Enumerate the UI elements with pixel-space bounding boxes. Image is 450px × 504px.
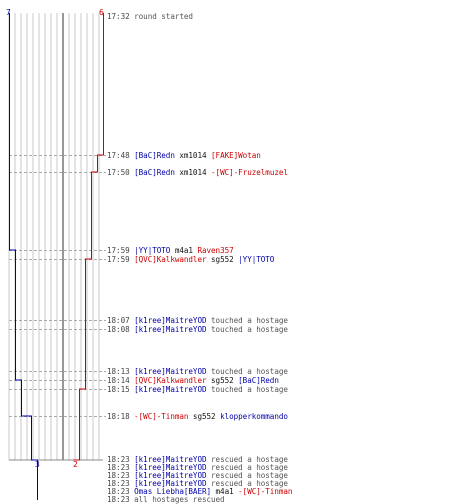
log-player: klopperkommando xyxy=(220,412,288,421)
log-time: 17:50 xyxy=(107,168,135,177)
log-time: 17:48 xyxy=(107,151,135,160)
log-action: rescued a hostage xyxy=(206,455,288,464)
log-player: |YY|TOTO xyxy=(238,255,275,264)
log-time: 18:13 xyxy=(107,367,135,376)
log-weapon: m4a1 xyxy=(170,246,198,255)
log-player: [BaC]Redn xyxy=(134,151,175,160)
log-entry: 18:23 [k1ree]MaitreYOD rescued a hostage xyxy=(107,463,288,472)
log-entry: 17:50 [BaC]Redn xm1014 -[WC]-Fruzelmuzel xyxy=(107,168,288,177)
log-entry: 18:18 -[WC]-Tinman sg552 klopperkommando xyxy=(107,412,288,421)
log-player: [k1ree]MaitreYOD xyxy=(134,385,207,394)
log-time: 18:15 xyxy=(107,385,135,394)
red-team-alive-line xyxy=(73,13,104,461)
blue-end-count: 3 xyxy=(35,460,40,469)
log-time: 18:23 xyxy=(107,455,135,464)
log-player: [k1ree]MaitreYOD xyxy=(134,471,207,480)
red-end-count: 2 xyxy=(73,460,78,469)
log-weapon: xm1014 xyxy=(174,151,212,160)
log-player: [k1ree]MaitreYOD xyxy=(134,463,207,472)
log-weapon: sg552 xyxy=(188,412,221,421)
log-player: [QVC]Kalkwandler xyxy=(134,255,207,264)
log-player: -[WC]-Fruzelmuzel xyxy=(211,168,288,177)
log-time: 18:23 xyxy=(107,471,135,480)
player-grid-lines xyxy=(8,13,103,461)
log-action: touched a hostage xyxy=(206,325,288,334)
red-start-count: 6 xyxy=(99,8,104,17)
blue-start-count: 7 xyxy=(6,8,11,17)
log-time: 18:07 xyxy=(107,316,135,325)
log-entry: 18:13 [k1ree]MaitreYOD touched a hostage xyxy=(107,367,288,376)
log-time: 18:08 xyxy=(107,325,135,334)
log-player: [k1ree]MaitreYOD xyxy=(134,367,207,376)
log-time: 18:23 xyxy=(107,479,135,488)
log-entry: 17:32 round started xyxy=(107,12,193,21)
log-player: -[WC]-Tinman xyxy=(238,487,293,496)
log-time: 18:18 xyxy=(107,412,135,421)
log-player: [QVC]Kalkwandler xyxy=(134,376,207,385)
log-time: 18:23 xyxy=(107,487,135,496)
log-player: [FAKE]Wotan xyxy=(211,151,261,160)
log-action: rescued a hostage xyxy=(206,471,288,480)
log-player: [k1ree]MaitreYOD xyxy=(134,325,207,334)
log-time: 18:23 xyxy=(107,463,135,472)
log-time: 17:59 xyxy=(107,246,135,255)
log-entry: 18:23 [k1ree]MaitreYOD rescued a hostage xyxy=(107,471,288,480)
log-action: rescued a hostage xyxy=(206,463,288,472)
log-action: rescued a hostage xyxy=(206,479,288,488)
log-weapon: xm1014 xyxy=(174,168,212,177)
log-entry: 18:14 [QVC]Kalkwandler sg552 [BaC]Redn xyxy=(107,376,279,385)
log-entry: 18:23 [k1ree]MaitreYOD rescued a hostage xyxy=(107,479,288,488)
log-player: Raven357 xyxy=(197,246,234,255)
log-weapon: m4a1 xyxy=(211,487,239,496)
log-entry: 18:08 [k1ree]MaitreYOD touched a hostage xyxy=(107,325,288,334)
log-action: touched a hostage xyxy=(206,385,288,394)
log-entry: 18:23 Omas Liebha[BAER] m4a1 -[WC]-Tinma… xyxy=(107,487,292,496)
log-player: [k1ree]MaitreYOD xyxy=(134,455,207,464)
log-player: [k1ree]MaitreYOD xyxy=(134,316,207,325)
log-entry: 17:48 [BaC]Redn xm1014 [FAKE]Wotan xyxy=(107,151,261,160)
log-player: [BaC]Redn xyxy=(134,168,175,177)
log-time: 17:59 xyxy=(107,255,135,264)
log-entry: 17:59 |YY|TOTO m4a1 Raven357 xyxy=(107,246,234,255)
log-weapon: sg552 xyxy=(206,376,239,385)
log-weapon: sg552 xyxy=(206,255,239,264)
log-player: -[WC]-Tinman xyxy=(134,412,189,421)
log-time: 18:14 xyxy=(107,376,135,385)
log-time: 17:32 xyxy=(107,12,135,21)
log-action: touched a hostage xyxy=(206,367,288,376)
log-entry: 18:23 [k1ree]MaitreYOD rescued a hostage xyxy=(107,455,288,464)
log-player: Omas Liebha[BAER] xyxy=(134,487,212,496)
log-action: round started xyxy=(134,12,193,21)
log-player: [BaC]Redn xyxy=(238,376,279,385)
log-player: [k1ree]MaitreYOD xyxy=(134,479,207,488)
log-entry: 18:07 [k1ree]MaitreYOD touched a hostage xyxy=(107,316,288,325)
log-action: touched a hostage xyxy=(206,316,288,325)
log-player: |YY|TOTO xyxy=(134,246,171,255)
blue-team-alive-line xyxy=(9,13,38,500)
log-entry: 18:15 [k1ree]MaitreYOD touched a hostage xyxy=(107,385,288,394)
log-entry: 17:59 [QVC]Kalkwandler sg552 |YY|TOTO xyxy=(107,255,274,264)
